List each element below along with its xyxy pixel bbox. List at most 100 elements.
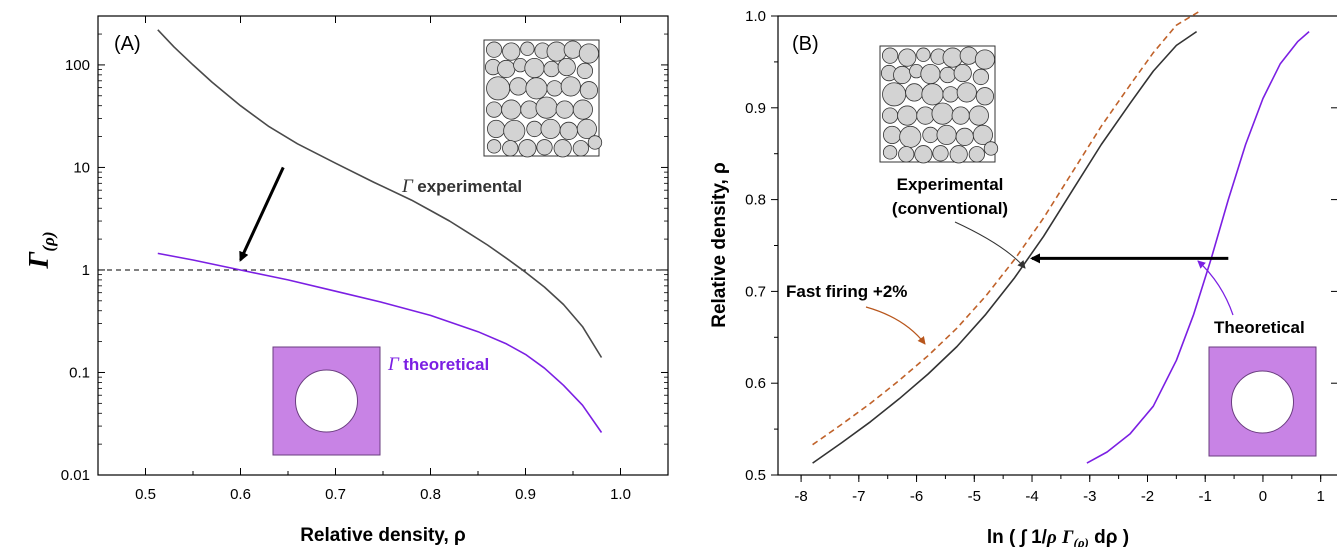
inset-sphere — [921, 83, 944, 106]
inset-sphere — [956, 82, 977, 103]
inset-sphere — [560, 76, 581, 97]
inset-sphere — [502, 42, 521, 61]
inset-sphere — [540, 118, 561, 140]
y-axis-title-sub: (ρ) — [39, 231, 58, 251]
inset-sphere — [975, 87, 995, 106]
annotation-fast-firing-pointer — [865, 306, 926, 345]
chart-panel-b: -8 -7 -6 -5 -4 -3 -2 -1 0 1 0.5 0.6 0.7 0.8 0.9 1.0 (B)… — [709, 8, 1337, 547]
inset-sphere — [486, 139, 502, 154]
unit-cell-pore — [295, 369, 358, 433]
annotation-experimental-line1: Experimental — [897, 175, 1004, 194]
inset-unit-cell-a — [272, 346, 381, 456]
inset-sphere — [899, 125, 922, 148]
inset-sphere — [893, 65, 912, 85]
y-tick-label-b: 1.0 — [745, 8, 766, 25]
panel-label-b: (B) — [792, 33, 819, 55]
inset-sphere — [572, 140, 589, 157]
annotation-gamma-theoretical: Γ theoretical — [387, 354, 489, 375]
x-tick-label-a: 0.9 — [515, 486, 536, 503]
annotation-experimental-line2: (conventional) — [892, 199, 1008, 218]
x-axis-title-b: ln ( ∫ 1/ρ Γ(ρ) dρ ) — [987, 527, 1129, 547]
inset-sphere — [520, 41, 535, 56]
inset-sphere — [520, 100, 539, 119]
inset-sphere — [968, 105, 989, 126]
inset-sphere — [497, 59, 516, 79]
x-tick-label-b: -1 — [1199, 488, 1212, 505]
series-group-a — [157, 29, 603, 433]
inset-sphere — [942, 47, 963, 68]
y-tick-label-a: 0.1 — [69, 364, 90, 381]
inset-sphere — [968, 146, 985, 163]
inset-sphere — [572, 99, 593, 120]
inset-sphere — [916, 47, 931, 62]
inset-sphere — [955, 127, 974, 146]
x-tick-label-b: 1 — [1317, 488, 1325, 505]
inset-sphere — [881, 47, 899, 64]
inset-sphere — [503, 119, 526, 142]
series-line-theoretical — [157, 252, 603, 433]
inset-sphere — [535, 96, 558, 119]
inset-sphere — [559, 121, 578, 140]
inset-sphere — [485, 101, 503, 118]
annotation-gamma-experimental: Γ experimental — [401, 176, 522, 197]
x-tick-label-b: -4 — [1025, 488, 1038, 505]
inset-sphere — [526, 120, 543, 138]
x-axis-title-a: Relative density, ρ — [300, 525, 466, 546]
x-tick-label-b: 0 — [1259, 488, 1267, 505]
annotation-theoretical-pointer — [1197, 260, 1234, 316]
inset-sphere — [949, 145, 968, 164]
annotation-theoretical-text: theoretical — [403, 355, 489, 374]
inset-packed-spheres-a — [483, 39, 603, 158]
inset-sphere — [546, 80, 563, 97]
inset-sphere — [932, 145, 949, 162]
inset-sphere — [502, 140, 519, 157]
inset-sphere — [897, 105, 918, 126]
inset-sphere — [576, 62, 594, 80]
x-tick-label-b: -8 — [794, 488, 807, 505]
x-tick-label-a: 0.5 — [135, 486, 156, 503]
inset-sphere — [587, 135, 603, 150]
x-tick-label-a: 0.8 — [420, 486, 441, 503]
inset-sphere — [953, 63, 972, 83]
x-tick-label-b: -7 — [852, 488, 865, 505]
ticks-group-a: 0.5 0.6 0.7 0.8 0.9 1.0 0.01 0.1 1 10 100 — [61, 15, 669, 503]
y-tick-label-a: 0.01 — [61, 467, 90, 484]
annotation-experimental-text: experimental — [417, 177, 522, 196]
x-tick-label-b: -5 — [968, 488, 981, 505]
x-axis-title-gamma: Γ — [1061, 527, 1074, 547]
inset-packed-spheres-b — [879, 45, 999, 164]
inset-sphere — [546, 41, 567, 62]
unit-cell-pore — [1231, 370, 1294, 434]
x-tick-label-a: 1.0 — [610, 486, 631, 503]
y-tick-label-b: 0.9 — [745, 100, 766, 117]
inset-sphere — [920, 63, 941, 85]
y-tick-label-a: 10 — [73, 159, 90, 176]
inset-sphere — [555, 100, 574, 119]
inset-sphere — [972, 124, 993, 146]
y-axis-title-symbol: Γ — [24, 251, 55, 270]
x-axis-title-prefix: ln ( ∫ 1/ — [987, 527, 1048, 547]
inset-sphere — [543, 60, 560, 78]
y-tick-label-b: 0.5 — [745, 467, 766, 484]
inset-sphere — [525, 77, 548, 100]
x-axis-title-sub: (ρ) — [1074, 535, 1089, 547]
y-tick-label-b: 0.6 — [745, 375, 766, 392]
ticks-group-b: -8 -7 -6 -5 -4 -3 -2 -1 0 1 0.5 0.6 0.7 0.8 0.9 1.0 — [745, 8, 1337, 505]
annotation-theoretical-b: Theoretical — [1214, 318, 1305, 337]
inset-sphere — [553, 139, 572, 158]
inset-sphere — [557, 57, 576, 77]
inset-sphere — [905, 83, 924, 102]
annotation-gamma-symbol: Γ — [387, 354, 400, 375]
inset-sphere — [936, 124, 957, 146]
inset-sphere — [576, 118, 597, 140]
inset-sphere — [563, 40, 582, 59]
inset-sphere — [942, 86, 959, 103]
inset-sphere — [916, 106, 935, 125]
inset-sphere — [524, 57, 545, 79]
x-axis-title-suffix: dρ ) — [1089, 527, 1129, 547]
x-tick-label-b: -2 — [1141, 488, 1154, 505]
inset-sphere — [881, 107, 899, 124]
y-axis-title-a: Γ(ρ) — [24, 231, 58, 269]
y-tick-label-b: 0.7 — [745, 283, 766, 300]
